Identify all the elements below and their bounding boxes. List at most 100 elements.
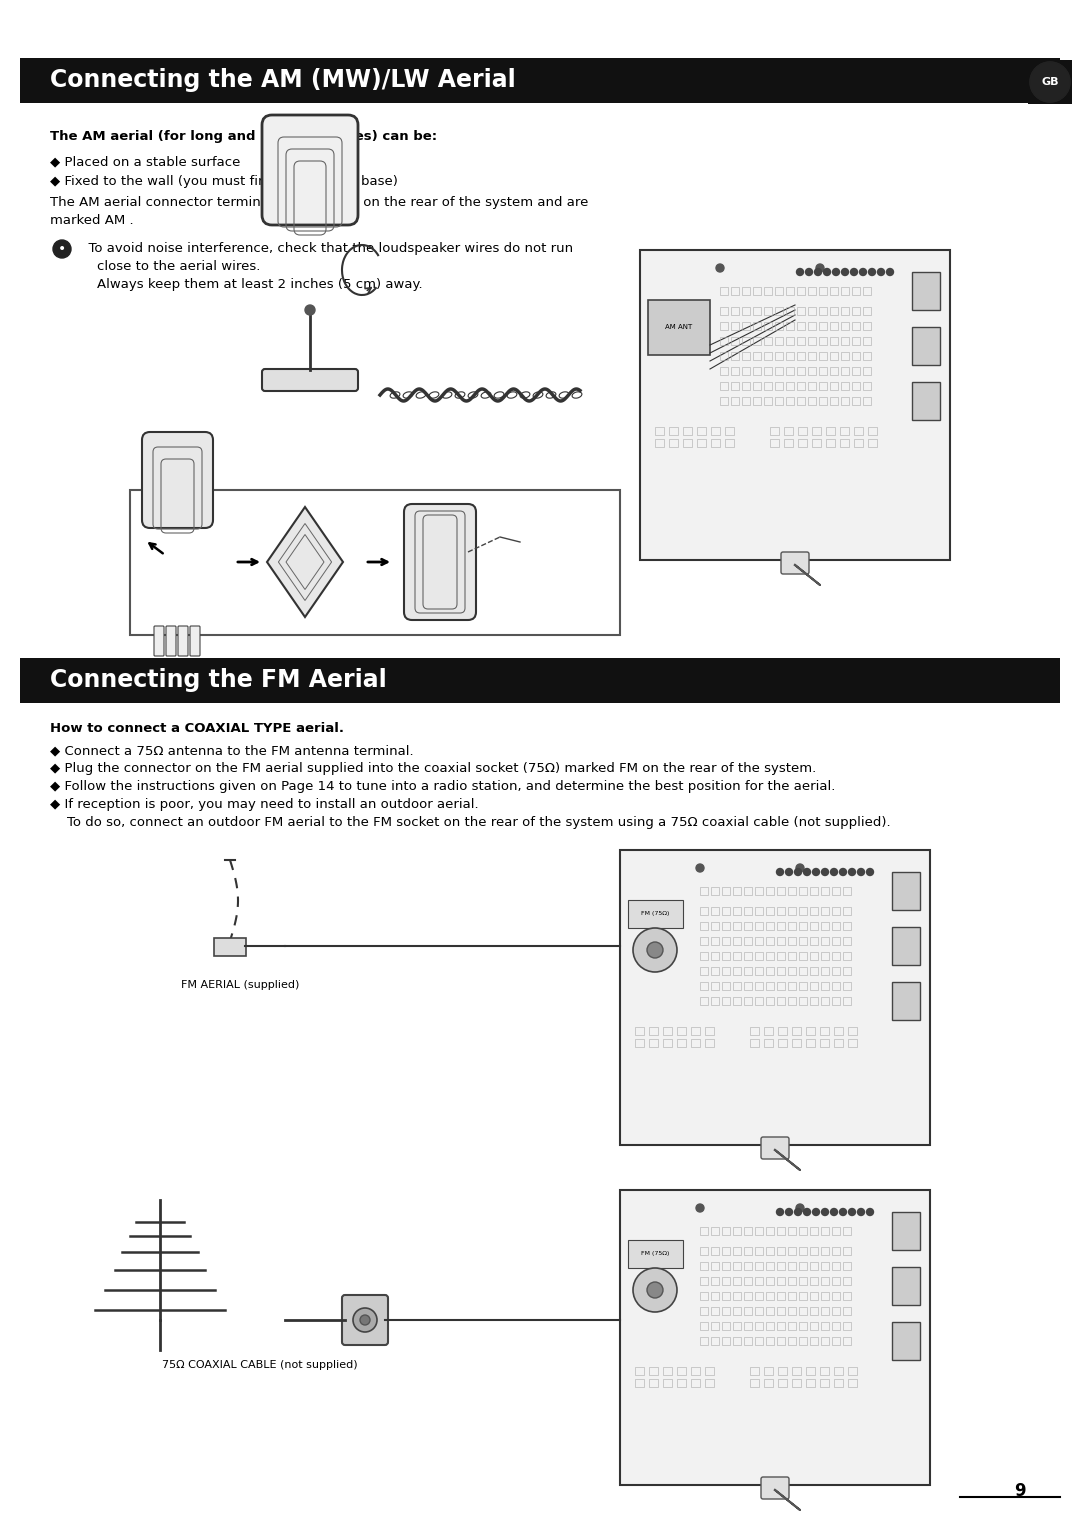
FancyBboxPatch shape [404,505,476,620]
Bar [700,967,708,974]
Bar [744,1277,752,1284]
Bar [831,353,838,360]
Bar [700,997,708,1005]
Bar [720,307,728,315]
Bar [808,322,816,330]
Bar [784,439,793,447]
Bar [832,1246,840,1256]
Bar [843,1322,851,1330]
Bar [755,1338,762,1345]
Text: AM ANT: AM ANT [665,324,692,330]
Bar [711,907,719,915]
Bar [786,322,794,330]
Circle shape [804,1208,810,1216]
Bar [683,427,692,435]
Text: To do so, connect an outdoor FM aerial to the FM socket on the rear of the syste: To do so, connect an outdoor FM aerial t… [50,816,891,828]
Bar [832,1277,840,1284]
Bar [821,1262,829,1271]
FancyBboxPatch shape [342,1295,388,1345]
Bar [711,952,719,961]
Bar [797,366,805,375]
Bar [786,382,794,391]
Bar [863,307,870,315]
Bar [723,952,730,961]
Bar [788,967,796,974]
Bar [832,1322,840,1330]
Text: How to connect a COAXIAL TYPE aerial.: How to connect a COAXIAL TYPE aerial. [50,722,345,736]
Bar [130,489,620,635]
FancyBboxPatch shape [214,938,246,956]
Bar [852,397,860,404]
Bar [777,1227,785,1234]
Bar [705,1379,714,1386]
Bar [711,997,719,1005]
Bar [832,1262,840,1271]
Bar [863,322,870,330]
Bar [711,888,719,895]
Text: GB: GB [1041,78,1058,87]
Bar [700,1246,708,1256]
Bar [755,967,762,974]
Bar [810,936,818,945]
Bar [843,1338,851,1345]
Bar [808,337,816,345]
Bar [770,439,779,447]
Bar [892,872,920,910]
Bar [635,1040,644,1047]
Bar [834,1366,843,1376]
Bar [700,1338,708,1345]
Bar [892,1211,920,1249]
Bar [731,397,739,404]
Bar [764,1379,773,1386]
Bar [821,997,829,1005]
Bar [775,337,783,345]
Bar [863,337,870,345]
Bar [810,1227,818,1234]
Circle shape [849,868,855,876]
Bar [843,923,851,930]
Bar [843,1227,851,1234]
Bar [831,307,838,315]
Bar [750,1366,759,1376]
Bar [649,1028,658,1035]
Bar [912,327,940,365]
Bar [848,1028,858,1035]
Circle shape [849,1208,855,1216]
Bar [799,1292,807,1300]
Bar [819,397,827,404]
Bar [812,427,821,435]
Bar [700,1277,708,1284]
Bar [744,1307,752,1315]
Bar [700,907,708,915]
Bar [840,439,849,447]
Circle shape [839,868,847,876]
Bar [799,1277,807,1284]
Bar [744,936,752,945]
Text: The AM aerial (for long and medium waves) can be:: The AM aerial (for long and medium waves… [50,131,437,143]
Bar [834,1379,843,1386]
Bar [744,1292,752,1300]
FancyBboxPatch shape [761,1477,789,1499]
Bar [792,1366,801,1376]
Bar [810,982,818,990]
Bar [755,1246,762,1256]
Bar [841,322,849,330]
Bar [912,382,940,420]
Bar [620,1190,930,1485]
Bar [852,287,860,295]
Bar [691,1028,700,1035]
Bar [733,1246,741,1256]
Circle shape [858,1208,864,1216]
Bar [627,900,683,929]
Bar [834,1040,843,1047]
Bar [700,936,708,945]
Bar [725,439,734,447]
Bar [832,1307,840,1315]
Bar [810,1322,818,1330]
Bar [663,1028,672,1035]
Bar [852,337,860,345]
Circle shape [804,868,810,876]
Bar [841,337,849,345]
Circle shape [858,868,864,876]
Bar [798,439,807,447]
